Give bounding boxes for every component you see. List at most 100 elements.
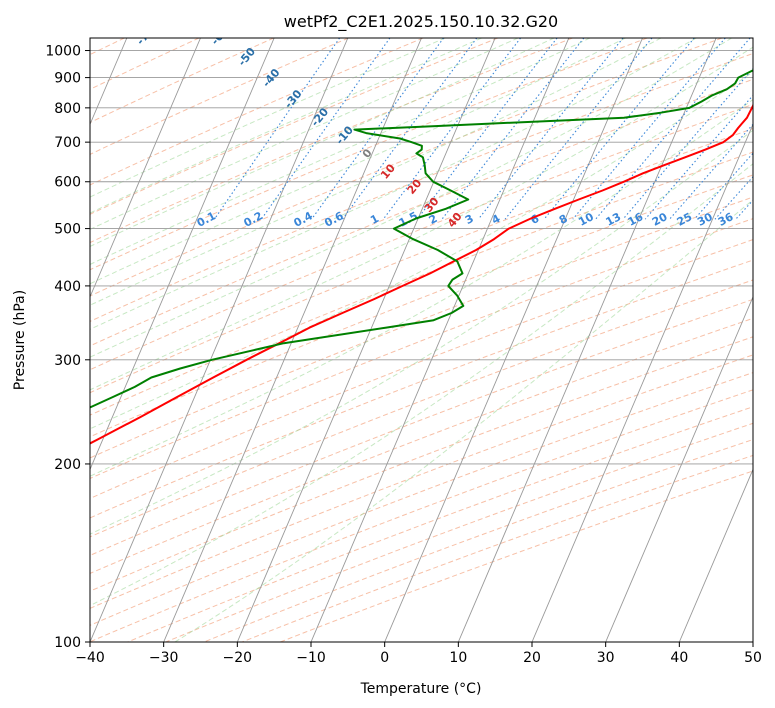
mixing-ratio-label: 1 [368,212,381,227]
dry-adiabat-line [165,422,753,642]
dry-adiabat-label: -10 [333,123,356,147]
dry-adiabat-label: -90 [0,24,7,48]
x-tick-label: −10 [296,650,326,666]
mixing-ratio-line [543,38,695,220]
y-tick-label: 200 [54,457,81,473]
isotherm-line [90,38,201,299]
dry-adiabat-line [90,38,349,155]
dry-adiabat-line [90,52,753,322]
mixing-ratio-label: 30 [695,210,715,229]
x-tick-label: 20 [523,650,541,666]
dry-adiabat-line [127,406,753,642]
dewpoint-line [90,69,753,409]
moist-adiabat-line [90,38,555,247]
mixing-ratio-label: 25 [675,210,695,229]
mixing-ratio-line [342,38,478,220]
dry-adiabat-label: -60 [208,24,231,48]
isotherm-line [384,38,643,642]
dry-adiabat-label: -30 [282,87,305,111]
y-tick-label: 700 [54,135,81,151]
isotherm-line [90,38,349,642]
y-tick-label: 500 [54,222,81,238]
dry-adiabat-line [241,454,753,642]
isotherm-line [531,123,753,642]
x-tick-label: 0 [380,650,389,666]
mixing-ratio-line [441,38,585,220]
isotherm-line [236,38,496,642]
mixing-ratio-label: 36 [716,210,736,229]
dry-adiabat-line [90,336,753,592]
isotherm-line [90,38,275,471]
moist-adiabat-line [90,38,591,265]
x-tick-label: 10 [449,650,467,666]
dry-adiabat-line [90,317,753,575]
x-tick-label: −30 [149,650,179,666]
isotherm-line [457,38,717,642]
x-tick-label: −40 [75,650,105,666]
y-tick-label: 300 [54,353,81,369]
dry-adiabat-label: -20 [309,105,332,129]
isotherm-line [752,640,753,642]
moist-adiabat-line [90,163,753,607]
chart-title: wetPf2_C2E1.2025.150.10.32.G20 [284,12,558,32]
x-tick-label: 30 [597,650,615,666]
y-tick-label: 600 [54,175,81,191]
moist-adiabat-line [174,199,753,642]
x-tick-label: 50 [744,650,762,666]
isotherm-line [310,38,570,642]
mixing-ratio-label: 0.2 [242,209,265,230]
mixing-ratio-line [416,38,558,220]
isotherm-line [605,295,753,642]
mixing-ratio-label: 16 [626,210,646,229]
y-tick-label: 900 [54,71,81,87]
isotherm-line [678,468,753,642]
mixing-ratio-line [504,38,653,220]
moist-adiabat-line [90,38,662,306]
dry-adiabat-line [90,38,573,244]
moist-adiabat-line [90,129,753,535]
y-tick-label: 1000 [45,44,81,60]
dry-adiabat-line [90,128,753,394]
mixing-ratio-label: 10 [576,210,596,229]
mixing-ratio-line [714,175,753,220]
mixing-ratio-label: 0.4 [292,209,316,230]
dry-adiabat-line [90,103,753,371]
moist-adiabat-line [90,38,732,358]
moist-adiabat-line [90,71,753,430]
y-tick-label: 800 [54,101,81,117]
x-axis-title: Temperature (°C) [360,681,482,697]
mixing-ratio-line [477,38,624,220]
mixing-ratio-label: 3 [463,212,476,227]
dry-adiabat-line [90,38,274,124]
plot-frame [89,37,754,643]
y-tick-label: 400 [54,279,81,295]
moist-adiabat-line [90,46,753,391]
dry-adiabat-line [203,439,753,642]
dry-adiabat-label: 10 [378,161,398,181]
moist-adiabat-line [90,38,626,285]
mixing-ratio-line [622,67,753,220]
dry-adiabat-label: -70 [134,24,157,48]
mixing-ratio-line [693,152,753,220]
moist-adiabat-line [90,38,446,198]
x-tick-label: 40 [670,650,688,666]
mixing-ratio-line [644,94,753,220]
dry-adiabat-line [90,38,648,271]
mixing-ratio-line [260,38,391,220]
y-axis-title: Pressure (hPa) [12,290,28,390]
temperature-line [90,103,753,445]
mixing-ratio-line [735,199,753,220]
mixing-ratio-label: 20 [650,210,670,229]
mixing-ratio-line [213,38,341,220]
dry-adiabat-line [90,389,753,642]
mixing-ratio-label: 0.6 [322,209,346,230]
y-tick-label: 100 [54,635,81,651]
dry-adiabat-line [90,174,753,438]
dry-adiabat-line [90,218,753,479]
x-tick-label: −20 [223,650,253,666]
isotherm-line [163,38,422,642]
dry-adiabat-line [90,298,753,556]
dry-adiabat-label: -40 [260,66,283,90]
